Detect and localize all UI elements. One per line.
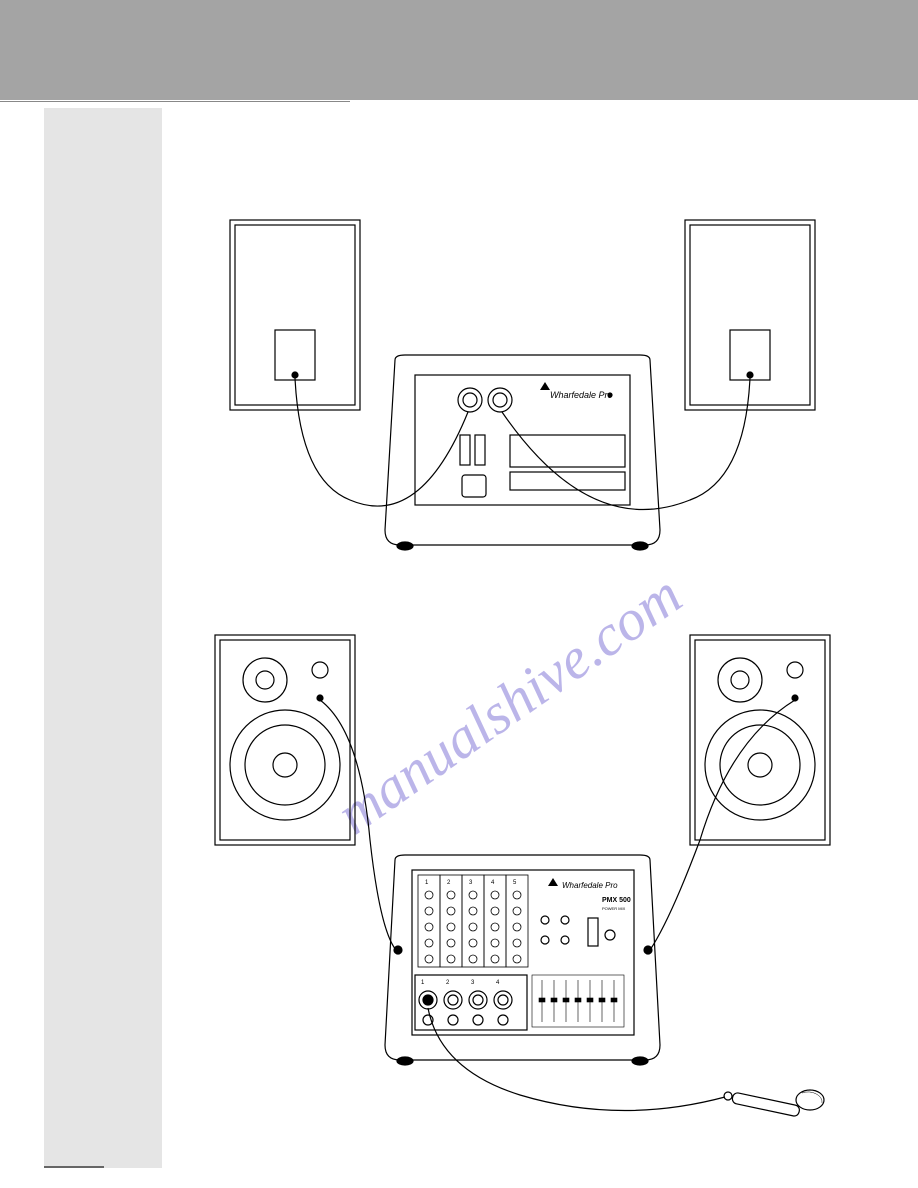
left-sidebar [44,108,162,1168]
header-rule [0,100,350,102]
svg-text:5: 5 [513,880,517,886]
svg-text:4: 4 [496,980,500,986]
svg-text:2: 2 [446,980,450,986]
microphone [724,1090,824,1117]
cable-top-left [295,378,468,506]
bottom-mixer-front: 1 2 3 4 5 Wharfedale Pro [385,855,660,1065]
svg-text:POWER MIX: POWER MIX [602,906,626,911]
svg-text:1: 1 [425,880,429,886]
header-banner [0,0,918,100]
svg-text:3: 3 [471,980,475,986]
svg-text:Wharfedale Pro: Wharfedale Pro [562,881,618,890]
page-footer-rule [44,1166,104,1168]
bottom-left-speaker [215,635,355,845]
cable-bottom-left [320,700,396,950]
svg-text:1: 1 [421,980,425,986]
wiring-diagram: Wharfedale Pro [170,200,870,1120]
svg-text:PMX 500: PMX 500 [602,897,631,904]
top-mixer-rear: Wharfedale Pro [385,355,660,550]
cable-bottom-right [650,700,795,950]
svg-text:3: 3 [469,880,473,886]
svg-text:2: 2 [447,880,451,886]
bottom-right-speaker [690,635,830,845]
svg-text:4: 4 [491,880,495,886]
svg-text:Wharfedale Pro: Wharfedale Pro [550,390,613,400]
page-root: manualshive.com [0,0,918,1188]
cable-microphone [428,1008,725,1111]
